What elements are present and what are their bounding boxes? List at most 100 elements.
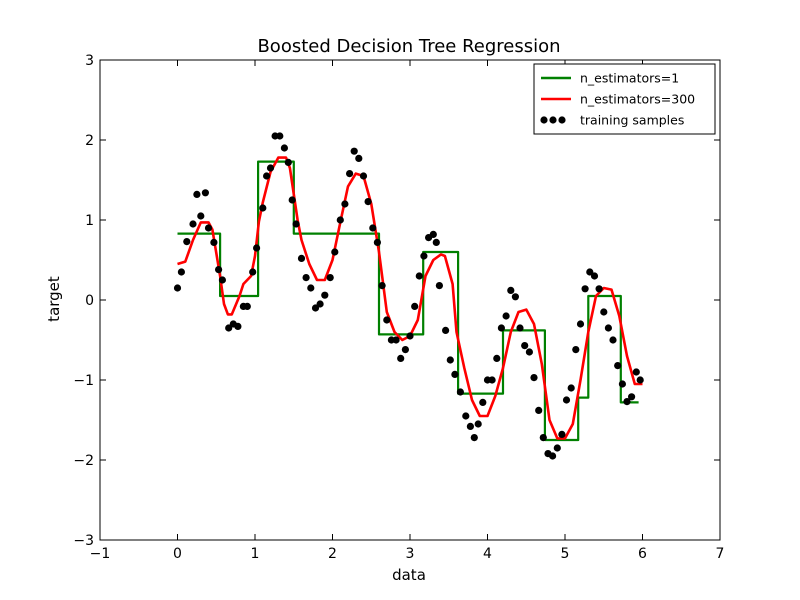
legend-marker xyxy=(549,116,557,124)
data-point xyxy=(562,396,571,404)
data-point xyxy=(201,189,209,197)
data-point xyxy=(331,248,339,256)
data-point xyxy=(553,444,561,452)
data-point xyxy=(539,434,547,442)
chart-title: Boosted Decision Tree Regression xyxy=(257,36,560,57)
data-point xyxy=(525,348,534,356)
legend-marker xyxy=(540,116,548,124)
data-point xyxy=(474,420,482,428)
data-point xyxy=(249,268,257,276)
data-point xyxy=(521,342,529,350)
data-point xyxy=(193,190,201,198)
data-point xyxy=(429,230,437,238)
data-point xyxy=(632,368,640,376)
data-point xyxy=(497,324,505,332)
x-tick-label: 4 xyxy=(483,546,492,562)
data-point xyxy=(336,216,344,224)
data-point xyxy=(600,308,608,316)
y-axis-label: target xyxy=(45,276,63,322)
data-point xyxy=(392,336,400,344)
data-point xyxy=(406,332,414,340)
legend-marker xyxy=(558,116,566,124)
data-point xyxy=(470,434,478,442)
data-point xyxy=(614,362,622,370)
data-point xyxy=(636,376,644,384)
axis-ticks: −1 0 1 2 3 4 5 6 7 −3 −2 −1 0 1 2 3 xyxy=(73,53,724,562)
data-point xyxy=(623,398,631,406)
data-point xyxy=(535,406,543,414)
data-point xyxy=(364,198,372,206)
x-tick-label: 6 xyxy=(638,546,647,562)
data-point xyxy=(234,322,242,330)
x-tick-label: 7 xyxy=(716,546,725,562)
y-tick-label: 2 xyxy=(85,133,94,149)
series-line xyxy=(177,156,643,440)
data-point xyxy=(456,388,464,396)
data-point xyxy=(243,302,251,310)
data-point xyxy=(284,158,292,166)
legend-label: n_estimators=1 xyxy=(580,71,679,86)
data-point xyxy=(173,284,182,292)
data-point xyxy=(177,268,185,276)
data-point xyxy=(218,276,226,284)
x-tick-label: −1 xyxy=(90,546,111,562)
y-tick-label: −1 xyxy=(73,373,94,389)
data-point xyxy=(581,285,589,293)
data-point xyxy=(316,300,324,308)
x-tick-label: 3 xyxy=(406,546,415,562)
data-point xyxy=(609,336,617,344)
x-tick-label: 2 xyxy=(328,546,337,562)
data-point xyxy=(586,268,594,276)
data-point xyxy=(502,312,510,320)
data-point xyxy=(462,412,470,420)
data-point xyxy=(378,282,386,290)
x-tick-label: 0 xyxy=(173,546,182,562)
data-point xyxy=(253,244,261,252)
data-point xyxy=(259,204,267,212)
y-tick-label: 3 xyxy=(85,53,94,69)
data-point xyxy=(369,224,377,232)
data-point xyxy=(288,196,296,204)
data-point xyxy=(292,220,300,228)
data-point xyxy=(411,302,419,310)
legend-label: training samples xyxy=(580,113,684,128)
x-tick-label: 1 xyxy=(251,546,260,562)
y-tick-label: −3 xyxy=(73,533,94,549)
data-point xyxy=(266,164,275,172)
data-point xyxy=(359,172,368,180)
data-point xyxy=(451,370,459,378)
legend: n_estimators=1 n_estimators=300 training s… xyxy=(533,63,716,135)
data-point xyxy=(276,132,284,140)
data-point xyxy=(397,354,405,362)
series-line xyxy=(177,160,639,442)
data-point xyxy=(511,293,519,301)
data-point xyxy=(572,346,580,354)
data-point xyxy=(516,324,524,332)
data-point xyxy=(373,238,381,246)
data-point xyxy=(401,346,409,354)
data-point xyxy=(326,274,334,282)
data-point xyxy=(197,212,205,220)
legend-label: n_estimators=300 xyxy=(580,92,695,107)
data-point xyxy=(442,326,450,334)
data-point xyxy=(590,272,599,280)
data-point xyxy=(415,272,423,280)
data-point xyxy=(432,238,440,246)
data-point xyxy=(549,452,557,460)
data-point xyxy=(383,316,391,324)
data-point xyxy=(488,376,496,384)
data-point xyxy=(420,252,428,260)
x-tick-label: 5 xyxy=(561,546,570,562)
data-point xyxy=(263,172,271,180)
data-point xyxy=(479,398,487,406)
data-point xyxy=(628,393,636,401)
data-point xyxy=(466,422,474,430)
data-point xyxy=(435,282,443,290)
y-tick-label: 0 xyxy=(85,293,94,309)
data-point xyxy=(595,285,603,293)
data-point xyxy=(302,274,310,282)
data-point xyxy=(307,284,315,292)
data-point xyxy=(493,354,501,362)
data-point xyxy=(346,170,354,178)
